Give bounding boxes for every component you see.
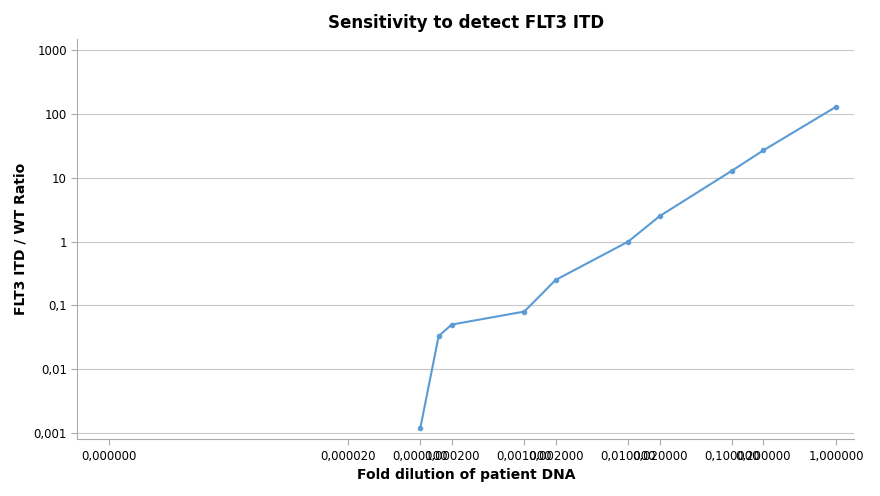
X-axis label: Fold dilution of patient DNA: Fold dilution of patient DNA bbox=[356, 468, 575, 482]
Y-axis label: FLT3 ITD / WT Ratio: FLT3 ITD / WT Ratio bbox=[14, 163, 28, 315]
Title: Sensitivity to detect FLT3 ITD: Sensitivity to detect FLT3 ITD bbox=[327, 14, 604, 32]
